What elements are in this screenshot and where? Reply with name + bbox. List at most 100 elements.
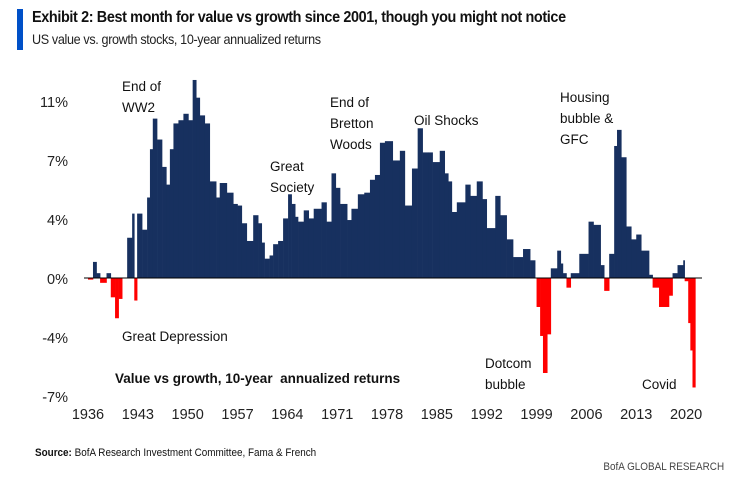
y-tick-label: 0% [47,272,68,288]
exhibit-subtitle: US value vs. growth stocks, 10-year annu… [32,31,321,47]
bar [631,239,637,278]
bar [92,261,97,278]
bar [178,120,184,278]
bar [692,278,696,388]
bar [617,129,622,278]
bar [604,278,610,291]
x-tick-label: 1964 [271,407,303,423]
source-label: Source: [35,447,72,459]
bar [444,173,449,278]
bar [152,118,158,278]
y-tick-label: 4% [47,213,68,229]
bar [536,278,541,307]
annotation-label: Great Depression [122,329,228,344]
bar [283,218,289,278]
y-tick-label: 7% [47,154,68,170]
bar [149,149,154,278]
bar [233,203,238,278]
bar [636,234,642,278]
bar [137,213,143,278]
bar [530,260,536,278]
x-tick-label: 1985 [421,407,453,423]
x-tick-label: 2006 [570,407,602,423]
bar [246,240,254,278]
bar [542,278,548,373]
annotation-label: Dotcom bubble [485,356,532,392]
bar [291,203,296,278]
bar [641,250,650,278]
bar [470,195,478,278]
exhibit-title: Exhibit 2: Best month for value vs growt… [32,9,566,26]
bar [340,203,348,278]
bar [298,221,305,278]
bar [199,115,206,278]
annotation-label: Housing bubble & GFC [560,90,613,147]
bar [347,220,352,278]
bar [664,278,670,307]
bar [547,278,552,335]
bar [688,278,691,324]
bar [273,244,279,278]
bar [127,237,133,278]
bar [331,173,337,278]
bar [106,273,112,278]
bar [684,278,689,282]
annotation-label: Covid [642,377,677,392]
bar [166,184,171,278]
bar [588,221,594,278]
bar [417,128,423,278]
bar [506,239,514,278]
x-tick-label: 2020 [670,407,702,423]
bar [476,181,483,278]
bar [557,250,562,278]
bar [579,253,589,278]
annotation-label: Oil Shocks [414,113,479,128]
bar [482,199,488,278]
bar [404,205,413,278]
bar [209,181,217,278]
bar [399,150,406,278]
bar [261,242,265,278]
x-tick-label: 1957 [221,407,253,423]
bar [357,194,365,278]
bar [379,142,386,278]
chart-inline-title: Value vs growth, 10-year annualized retu… [115,371,400,386]
annotation-label: Great Society [270,159,315,195]
bar [173,123,179,278]
bar [196,97,201,279]
bar [690,278,693,351]
bar [219,183,228,278]
bar [540,278,544,336]
bar [335,187,341,278]
bar [677,265,684,278]
bar [659,278,665,307]
x-tick-label: 2013 [620,407,652,423]
bar [183,113,189,278]
y-tick-label: -7% [42,390,68,406]
bar [364,192,371,278]
bar [600,265,605,278]
bars-group [88,79,696,388]
bar [351,208,359,278]
bar [192,79,197,278]
y-tick-label: -4% [42,331,68,347]
bar [110,278,116,298]
annotation-label: End of WW2 [122,79,161,115]
bar [411,168,418,278]
x-axis: 1936 1943 1950 1957 1964 1971 1978 1985 1992 1999… [72,407,702,423]
bar [614,145,618,278]
bar [226,192,234,278]
accent-bar [17,9,23,50]
bar [162,166,167,278]
x-tick-label: 1943 [122,407,154,423]
bar [523,249,531,278]
bar [132,213,135,278]
bar [513,257,524,278]
bar [147,197,151,278]
bar [157,139,163,278]
x-tick-label: 1992 [471,407,503,423]
source-note: Source: BofA Research Investment Committ… [35,447,316,459]
y-axis: 11% 7% 4% 0% -4% -7% [40,95,68,406]
bar [456,202,466,278]
bar [258,223,263,278]
